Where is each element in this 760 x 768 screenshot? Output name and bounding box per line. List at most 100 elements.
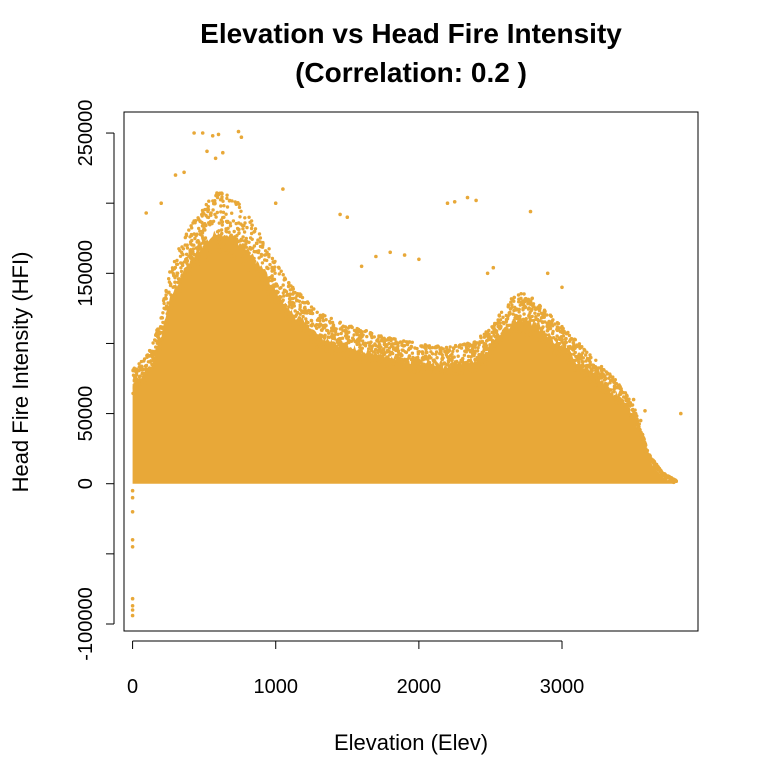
data-point	[435, 356, 439, 360]
data-point	[191, 247, 196, 251]
data-point	[475, 355, 480, 360]
data-point	[225, 251, 229, 255]
data-point	[220, 231, 224, 236]
data-point	[144, 367, 148, 371]
data-point	[244, 242, 248, 246]
data-point	[215, 230, 220, 234]
data-point	[381, 357, 385, 361]
data-point	[373, 342, 377, 346]
plot-box	[123, 111, 699, 632]
data-point	[221, 248, 225, 252]
data-point	[642, 437, 646, 441]
data-point	[576, 363, 580, 368]
data-point	[215, 210, 219, 215]
data-point	[274, 300, 278, 305]
data-point	[286, 310, 290, 314]
data-point	[215, 234, 219, 239]
data-point	[427, 354, 431, 358]
data-point	[277, 266, 281, 270]
data-point	[283, 303, 288, 308]
data-point	[246, 265, 250, 269]
data-point	[298, 312, 302, 316]
data-point	[260, 281, 264, 285]
data-point	[446, 360, 451, 364]
data-point	[251, 263, 255, 267]
data-point	[166, 301, 170, 305]
data-point	[211, 208, 215, 212]
data-point	[324, 318, 328, 322]
outlier-point	[465, 195, 470, 200]
data-point	[172, 273, 176, 278]
data-point	[532, 305, 536, 309]
data-point	[179, 266, 183, 270]
data-point	[394, 341, 398, 346]
data-point	[154, 350, 158, 354]
outlier-point	[653, 470, 657, 475]
data-point	[229, 256, 234, 261]
data-point	[182, 260, 187, 264]
data-point	[492, 323, 497, 327]
data-point	[289, 316, 293, 320]
data-point	[612, 384, 617, 388]
data-point	[353, 351, 358, 356]
data-point	[420, 345, 424, 349]
data-point	[339, 331, 343, 336]
data-point	[557, 342, 561, 346]
data-point	[332, 326, 336, 330]
data-point	[410, 351, 415, 355]
data-point	[426, 357, 430, 362]
data-point	[597, 377, 601, 381]
data-point	[160, 315, 164, 320]
data-point	[564, 340, 568, 345]
data-point	[542, 333, 547, 337]
data-point	[217, 221, 221, 225]
data-point	[187, 228, 191, 232]
data-point	[253, 266, 258, 271]
data-point	[222, 215, 226, 219]
data-point	[555, 334, 559, 338]
data-point	[305, 321, 309, 325]
data-point	[361, 339, 365, 343]
data-point	[640, 432, 644, 437]
data-point	[349, 324, 353, 328]
data-point	[313, 324, 318, 328]
data-point	[517, 314, 521, 319]
data-point	[225, 205, 230, 209]
data-point	[263, 278, 267, 282]
data-point	[580, 371, 584, 376]
data-point	[196, 252, 200, 256]
data-point	[226, 219, 230, 224]
data-point	[549, 314, 553, 319]
data-point	[504, 317, 509, 322]
data-point	[152, 362, 156, 366]
data-point	[512, 299, 516, 303]
data-point	[366, 341, 371, 345]
data-point	[247, 251, 251, 255]
data-point	[255, 241, 259, 246]
data-point	[599, 364, 604, 369]
data-point	[542, 312, 546, 317]
data-point	[567, 333, 572, 338]
data-point	[568, 352, 573, 356]
data-point	[205, 207, 209, 211]
data-point	[370, 335, 374, 340]
data-point	[602, 368, 606, 372]
data-point	[533, 311, 537, 315]
data-point	[496, 346, 501, 350]
data-point	[258, 236, 263, 240]
data-point	[167, 277, 171, 281]
data-point	[487, 332, 491, 337]
data-point	[238, 215, 242, 219]
data-point	[519, 296, 523, 300]
data-point	[390, 358, 394, 362]
data-point	[279, 302, 284, 306]
data-point	[532, 331, 536, 336]
data-point	[352, 356, 357, 360]
data-point	[214, 251, 218, 255]
data-point	[262, 269, 266, 273]
data-point	[220, 192, 224, 196]
data-point	[584, 353, 588, 357]
data-point	[635, 419, 640, 423]
data-point	[551, 329, 555, 334]
data-point	[168, 283, 173, 288]
